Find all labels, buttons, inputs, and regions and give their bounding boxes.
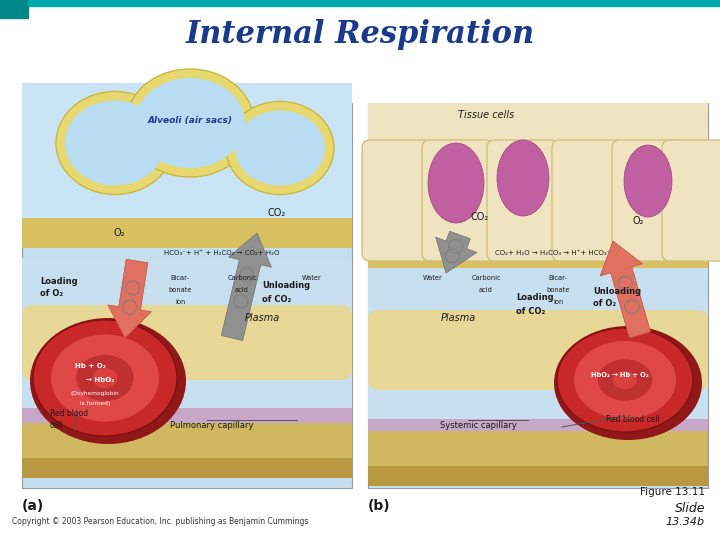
Text: CO₂: CO₂ [471,212,489,222]
Text: ion: ion [553,299,563,305]
Text: acid: acid [479,287,493,293]
Bar [368,103,708,488]
Ellipse shape [235,111,325,186]
Text: Bicar-: Bicar- [171,275,189,281]
Ellipse shape [33,320,177,436]
Text: Unloading: Unloading [593,287,641,295]
Text: of CO₂: of CO₂ [516,307,545,315]
Ellipse shape [226,102,334,194]
FancyBboxPatch shape [487,140,559,261]
Ellipse shape [574,341,676,419]
Ellipse shape [428,143,484,223]
Bar [368,419,708,431]
FancyBboxPatch shape [612,140,684,261]
Ellipse shape [557,328,693,432]
Bar [368,466,708,486]
Text: CO₂+ H₂O → H₂CO₃ → H⁺+ HCO₃⁻: CO₂+ H₂O → H₂CO₃ → H⁺+ HCO₃⁻ [495,250,611,256]
Bar [28,0,720,6]
FancyArrow shape [600,241,651,338]
Text: cell: cell [50,421,63,429]
Ellipse shape [497,140,549,216]
Bar [368,431,708,466]
Ellipse shape [613,371,637,389]
Ellipse shape [76,355,134,401]
Text: Unloading: Unloading [262,281,310,291]
Ellipse shape [126,69,254,177]
Text: CO₂: CO₂ [268,208,286,218]
FancyBboxPatch shape [368,310,708,390]
Text: of CO₂: of CO₂ [262,294,292,303]
Text: Carbonic: Carbonic [228,275,257,281]
Text: Systemic capillary: Systemic capillary [440,422,516,430]
Text: Water: Water [302,275,322,281]
Text: bonate: bonate [168,287,192,293]
Text: Loading: Loading [40,276,78,286]
Text: acid: acid [235,287,249,293]
Text: Pulmonary capillary: Pulmonary capillary [170,422,253,430]
Text: Loading: Loading [516,294,554,302]
FancyBboxPatch shape [552,140,624,261]
Text: bonate: bonate [546,287,570,293]
Text: Slide: Slide [675,502,705,515]
Bar [368,246,708,268]
Bar [22,258,352,413]
Text: O₂: O₂ [113,228,125,238]
Text: Copyright © 2003 Pearson Education, Inc. publishing as Benjamin Cummings: Copyright © 2003 Pearson Education, Inc.… [12,517,308,526]
Text: Tissue cells: Tissue cells [458,110,514,120]
Bar [22,423,352,458]
FancyBboxPatch shape [422,140,494,261]
FancyBboxPatch shape [662,140,720,261]
Text: Plasma: Plasma [441,313,476,323]
Text: Plasma: Plasma [244,313,279,323]
FancyArrow shape [436,231,477,273]
FancyArrow shape [108,259,151,338]
Text: Red blood cell: Red blood cell [606,415,660,424]
Bar [22,83,352,228]
Text: Water: Water [423,275,443,281]
Ellipse shape [65,100,165,186]
Bar [0,0,28,18]
Text: → HbO₂: → HbO₂ [86,377,114,383]
Ellipse shape [624,145,672,217]
Text: 13.34b: 13.34b [666,517,705,527]
Ellipse shape [554,326,702,440]
Text: (Oxyhemoglobin: (Oxyhemoglobin [71,390,120,395]
Text: Alveoli (air sacs): Alveoli (air sacs) [148,116,233,125]
Text: Red blood: Red blood [50,408,88,417]
Bar [22,218,352,248]
Ellipse shape [51,334,159,422]
Ellipse shape [92,368,117,388]
Bar [22,103,352,488]
Text: Carbonic: Carbonic [471,275,501,281]
Text: Bicar-: Bicar- [549,275,567,281]
Bar [368,103,708,263]
Text: of O₂: of O₂ [40,289,63,299]
Ellipse shape [56,91,174,194]
Ellipse shape [598,359,652,401]
Text: of O₂: of O₂ [593,300,616,308]
Text: is formed): is formed) [80,402,110,407]
FancyArrow shape [221,233,271,341]
Text: (a): (a) [22,499,44,513]
Ellipse shape [30,318,186,444]
Text: ion: ion [175,299,185,305]
Ellipse shape [135,78,245,168]
Bar [22,458,352,478]
Bar [22,408,352,423]
FancyBboxPatch shape [22,305,352,380]
Text: (b): (b) [368,499,391,513]
FancyBboxPatch shape [362,140,434,261]
Bar [368,268,708,423]
Text: Internal Respiration: Internal Respiration [186,19,534,51]
Text: Figure 13.11: Figure 13.11 [640,487,705,497]
Text: O₂: O₂ [632,216,644,226]
Text: HbO₂ → Hb + O₂: HbO₂ → Hb + O₂ [591,372,649,378]
Text: HCO₃⁻+ H⁺ + H₂CO₃ → CO₂+ H₂O: HCO₃⁻+ H⁺ + H₂CO₃ → CO₂+ H₂O [164,250,279,256]
Text: Hb + O₂: Hb + O₂ [75,363,105,369]
